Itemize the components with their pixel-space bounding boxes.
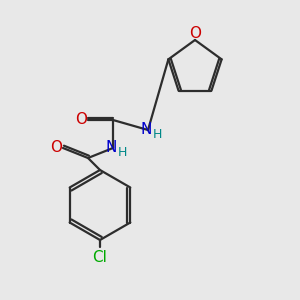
Text: O: O <box>50 140 62 155</box>
Text: O: O <box>189 26 201 40</box>
Text: O: O <box>75 112 87 128</box>
Text: H: H <box>117 146 127 160</box>
Text: Cl: Cl <box>93 250 107 265</box>
Text: H: H <box>152 128 162 140</box>
Text: N: N <box>105 140 117 155</box>
Text: N: N <box>140 122 152 137</box>
